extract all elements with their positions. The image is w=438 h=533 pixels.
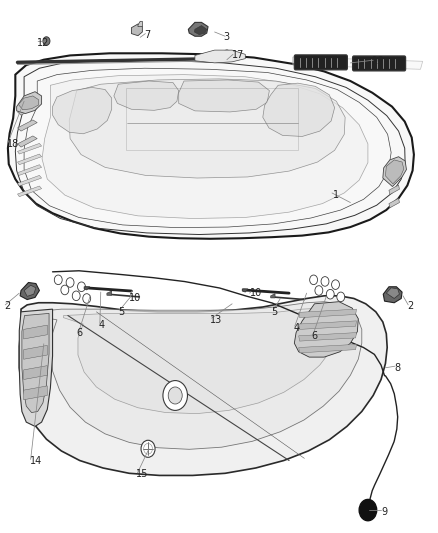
Polygon shape <box>25 302 362 449</box>
Polygon shape <box>299 333 357 341</box>
Polygon shape <box>19 309 53 426</box>
Polygon shape <box>24 386 47 400</box>
Text: 3: 3 <box>223 33 230 42</box>
Polygon shape <box>195 50 245 63</box>
Polygon shape <box>383 157 406 187</box>
Polygon shape <box>24 345 47 359</box>
Polygon shape <box>131 24 142 36</box>
Polygon shape <box>24 366 47 379</box>
Polygon shape <box>18 143 42 154</box>
Text: 2: 2 <box>4 302 11 311</box>
Polygon shape <box>64 308 338 414</box>
Polygon shape <box>84 287 90 290</box>
Text: 17: 17 <box>232 51 244 60</box>
Polygon shape <box>24 285 36 296</box>
Text: 7: 7 <box>145 30 151 39</box>
Polygon shape <box>293 57 423 69</box>
Polygon shape <box>383 287 402 303</box>
Polygon shape <box>194 26 207 35</box>
Circle shape <box>78 282 85 292</box>
Text: 10: 10 <box>250 288 262 298</box>
Circle shape <box>54 275 62 285</box>
Polygon shape <box>389 172 399 181</box>
Circle shape <box>168 387 182 404</box>
Circle shape <box>72 291 80 301</box>
Text: 6: 6 <box>311 331 317 341</box>
Text: 5: 5 <box>272 307 278 317</box>
Polygon shape <box>386 288 399 298</box>
Text: 4: 4 <box>293 323 300 333</box>
Polygon shape <box>42 75 368 219</box>
Polygon shape <box>18 104 37 115</box>
Polygon shape <box>8 53 414 239</box>
Circle shape <box>61 285 69 295</box>
Polygon shape <box>20 282 39 300</box>
Circle shape <box>43 37 50 45</box>
Circle shape <box>332 280 339 289</box>
Polygon shape <box>138 21 142 27</box>
Polygon shape <box>17 92 42 114</box>
Circle shape <box>326 289 334 299</box>
Polygon shape <box>299 344 357 353</box>
Polygon shape <box>294 302 358 357</box>
Polygon shape <box>263 83 335 136</box>
Circle shape <box>321 277 329 286</box>
Polygon shape <box>242 289 248 292</box>
Text: 1: 1 <box>333 190 339 199</box>
Text: 15: 15 <box>136 470 148 479</box>
Polygon shape <box>299 321 357 329</box>
Polygon shape <box>18 136 37 147</box>
Polygon shape <box>188 22 208 36</box>
Polygon shape <box>18 154 42 165</box>
Polygon shape <box>18 96 39 110</box>
Text: 6: 6 <box>77 328 83 338</box>
Circle shape <box>310 275 318 285</box>
Text: 13: 13 <box>210 315 223 325</box>
Text: 8: 8 <box>394 363 400 373</box>
Polygon shape <box>179 80 269 112</box>
Text: 2: 2 <box>407 302 413 311</box>
Circle shape <box>141 440 155 457</box>
Circle shape <box>359 499 377 521</box>
Polygon shape <box>22 313 49 413</box>
Circle shape <box>337 292 345 302</box>
Polygon shape <box>389 185 399 195</box>
Polygon shape <box>18 165 42 175</box>
Polygon shape <box>299 309 357 318</box>
Polygon shape <box>107 291 112 295</box>
Text: 12: 12 <box>37 38 49 47</box>
Text: 18: 18 <box>7 139 19 149</box>
Circle shape <box>163 381 187 410</box>
Circle shape <box>66 278 74 287</box>
Text: 16: 16 <box>372 56 385 66</box>
Text: 5: 5 <box>118 307 124 317</box>
Polygon shape <box>53 87 112 134</box>
Circle shape <box>315 286 323 295</box>
Polygon shape <box>18 186 42 197</box>
Polygon shape <box>385 160 404 184</box>
Polygon shape <box>24 325 47 339</box>
Polygon shape <box>271 294 275 298</box>
Polygon shape <box>19 296 387 475</box>
Polygon shape <box>114 81 179 110</box>
Polygon shape <box>389 198 399 208</box>
Text: 4: 4 <box>99 320 105 330</box>
Text: 14: 14 <box>30 456 42 466</box>
Text: 9: 9 <box>381 507 387 516</box>
Circle shape <box>83 294 91 303</box>
Polygon shape <box>69 79 345 178</box>
Polygon shape <box>18 175 42 186</box>
FancyBboxPatch shape <box>294 55 347 70</box>
Circle shape <box>223 50 231 60</box>
Polygon shape <box>18 120 37 131</box>
Text: 10: 10 <box>129 294 141 303</box>
FancyBboxPatch shape <box>353 56 406 71</box>
